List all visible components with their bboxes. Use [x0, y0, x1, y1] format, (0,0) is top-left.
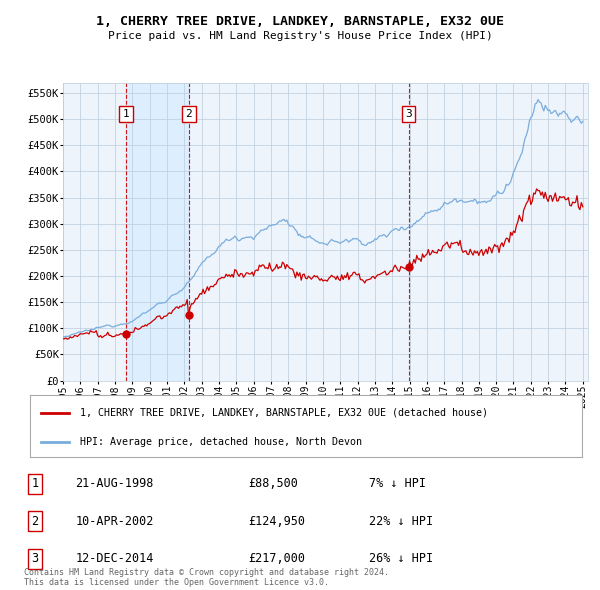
Text: 21-AUG-1998: 21-AUG-1998 [76, 477, 154, 490]
Text: £217,000: £217,000 [248, 552, 305, 565]
Text: 1, CHERRY TREE DRIVE, LANDKEY, BARNSTAPLE, EX32 0UE: 1, CHERRY TREE DRIVE, LANDKEY, BARNSTAPL… [96, 15, 504, 28]
Text: 1, CHERRY TREE DRIVE, LANDKEY, BARNSTAPLE, EX32 0UE (detached house): 1, CHERRY TREE DRIVE, LANDKEY, BARNSTAPL… [80, 408, 488, 418]
Text: £88,500: £88,500 [248, 477, 298, 490]
Text: 12-DEC-2014: 12-DEC-2014 [76, 552, 154, 565]
Text: 2: 2 [185, 109, 193, 119]
Text: HPI: Average price, detached house, North Devon: HPI: Average price, detached house, Nort… [80, 437, 362, 447]
Text: 2: 2 [31, 514, 38, 527]
Text: 26% ↓ HPI: 26% ↓ HPI [369, 552, 433, 565]
Text: 10-APR-2002: 10-APR-2002 [76, 514, 154, 527]
Text: Price paid vs. HM Land Registry's House Price Index (HPI): Price paid vs. HM Land Registry's House … [107, 31, 493, 41]
Text: Contains HM Land Registry data © Crown copyright and database right 2024.
This d: Contains HM Land Registry data © Crown c… [24, 568, 389, 587]
Bar [126, 83, 189, 381]
Text: £124,950: £124,950 [248, 514, 305, 527]
Text: 1: 1 [31, 477, 38, 490]
Text: 3: 3 [31, 552, 38, 565]
Text: 3: 3 [405, 109, 412, 119]
Text: 1: 1 [122, 109, 130, 119]
Text: 22% ↓ HPI: 22% ↓ HPI [369, 514, 433, 527]
Text: 7% ↓ HPI: 7% ↓ HPI [369, 477, 426, 490]
